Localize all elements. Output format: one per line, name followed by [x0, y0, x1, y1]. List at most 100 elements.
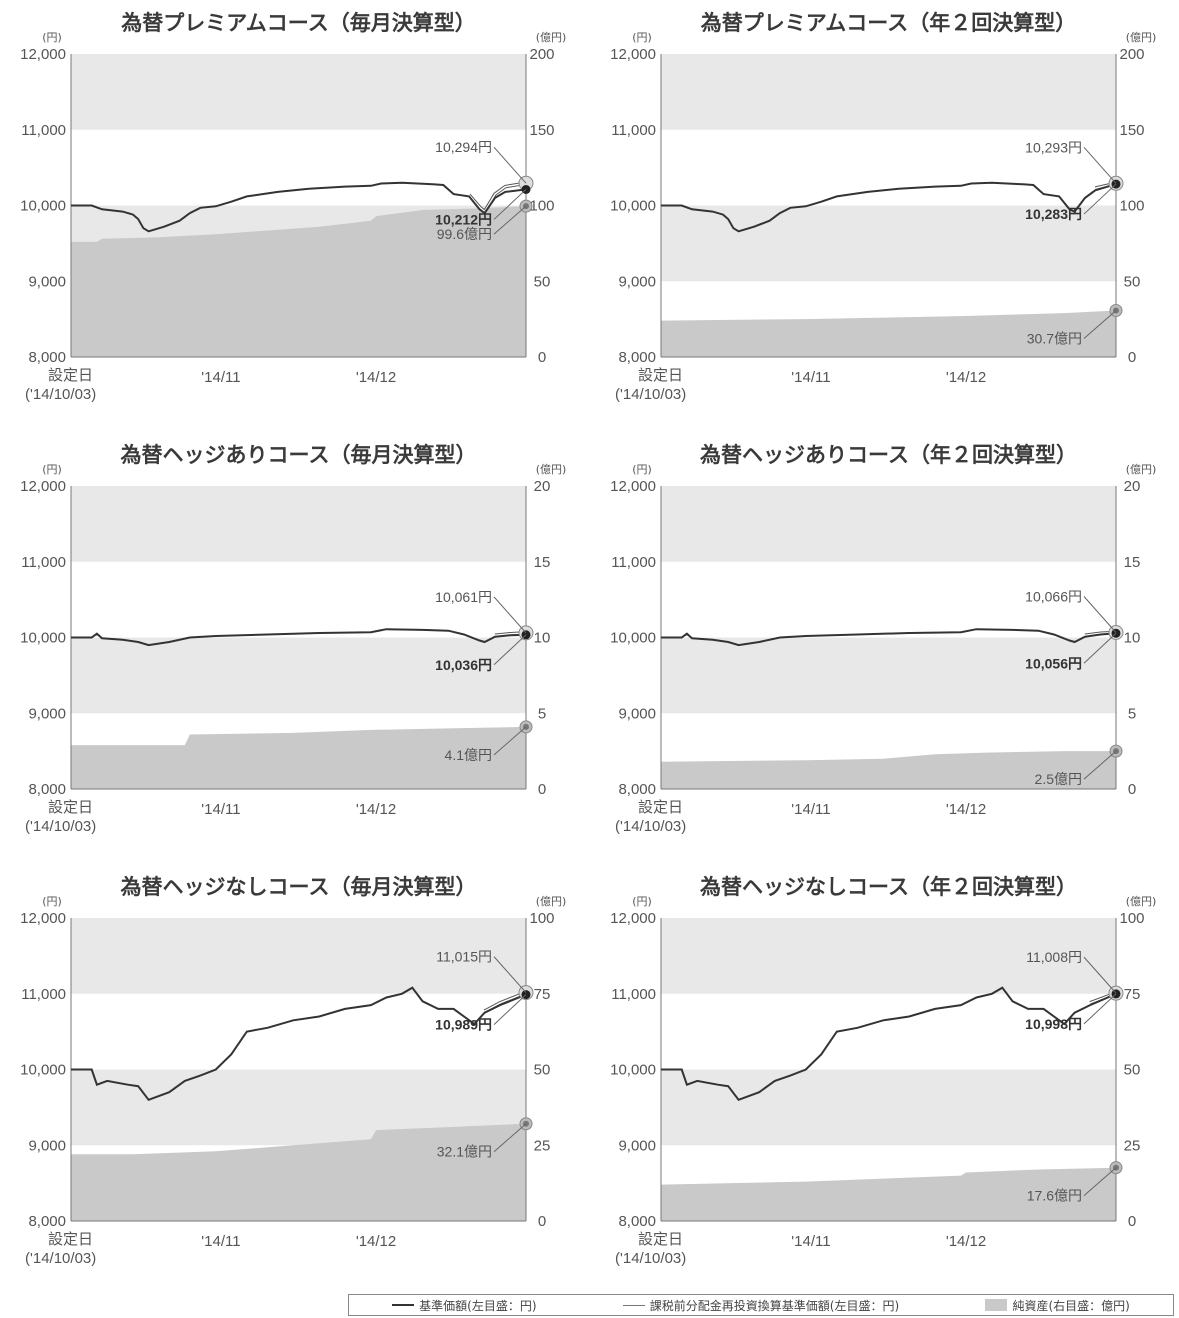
right-tick-label: 0	[1128, 1213, 1136, 1230]
nav-line	[71, 181, 527, 233]
x-tick-label: '14/11	[201, 369, 240, 386]
left-tick-label: 8,000	[618, 1213, 656, 1230]
left-unit-label: (円)	[632, 463, 652, 476]
nav-value-label: 10,989円	[435, 1017, 492, 1033]
chart-panel: 10,294円 10,212円 99.6億円 為替プレミアムコース（毎月決算型） (円)…	[0, 0, 590, 432]
chart-panel: 10,066円 10,056円 2.5億円 為替ヘッジありコース（年２回決算型） (円)…	[590, 432, 1179, 864]
nav-line	[661, 986, 1117, 1101]
right-tick-label: 15	[1124, 554, 1141, 571]
grid-band	[71, 54, 526, 130]
chart-svg: 11,015円 10,989円 32.1億円 為替ヘッジなしコース（毎月決算型） (円)…	[20, 875, 566, 1267]
right-unit-label: (億円)	[1126, 463, 1157, 476]
nav-value-label-leader	[1083, 993, 1117, 1025]
left-tick-label: 8,000	[28, 1213, 66, 1230]
right-tick-label: 75	[534, 986, 551, 1003]
reinvested-value-label: 11,008円	[1026, 949, 1082, 965]
right-unit-label: (億円)	[1126, 31, 1157, 44]
x-tick-label: '14/11	[791, 1233, 830, 1250]
assets-value-label: 4.1億円	[445, 747, 492, 763]
nav-value-label: 10,998円	[1025, 1016, 1082, 1032]
net-assets-area	[71, 206, 526, 357]
nav-line	[661, 181, 1117, 233]
right-tick-label: 25	[534, 1137, 551, 1154]
right-tick-label: 50	[1124, 273, 1141, 290]
assets-value-label-leader	[1083, 310, 1117, 339]
right-tick-label: 75	[1124, 986, 1141, 1003]
left-tick-label: 12,000	[20, 910, 66, 927]
x-tick-label: '14/12	[946, 369, 986, 386]
reinvested-value-label: 10,294円	[435, 139, 492, 155]
right-tick-label: 0	[1128, 349, 1136, 366]
right-tick-label: 0	[538, 349, 546, 366]
left-tick-label: 10,000	[20, 198, 66, 215]
reinvested-value-label: 10,061円	[435, 589, 492, 605]
grid-band	[661, 486, 1116, 562]
left-tick-label: 12,000	[610, 478, 656, 495]
chart-title: 為替ヘッジなしコース（年２回決算型）	[700, 875, 1077, 899]
assets-value-label: 30.7億円	[1027, 330, 1082, 346]
reinvested-line	[468, 182, 527, 213]
x-tick-label: '14/12	[356, 801, 396, 818]
reinvested-value-label-leader	[1083, 596, 1117, 633]
left-tick-label: 11,000	[21, 122, 66, 139]
assets-value-label: 2.5億円	[1035, 771, 1082, 787]
right-unit-label: (億円)	[536, 31, 567, 44]
assets-value-label: 99.6億円	[437, 226, 492, 242]
nav-value-label: 10,056円	[1025, 655, 1082, 671]
x-tick-label: '14/12	[946, 1233, 986, 1250]
x-tick-sublabel: ('14/10/03)	[25, 1250, 96, 1267]
left-tick-label: 8,000	[28, 781, 66, 798]
nav-value-label-leader	[493, 994, 527, 1025]
x-tick-sublabel: ('14/10/03)	[615, 1250, 686, 1267]
right-tick-label: 100	[1119, 910, 1144, 927]
left-tick-label: 10,000	[20, 1062, 66, 1079]
chart-panel: 10,293円 10,283円 30.7億円 為替プレミアムコース（年２回決算型） (円…	[590, 0, 1179, 432]
right-tick-label: 50	[1124, 1062, 1141, 1079]
left-tick-label: 11,000	[21, 986, 66, 1003]
right-tick-label: 100	[529, 198, 554, 215]
x-tick-label: 設定日	[638, 1231, 683, 1248]
legend-item-nav: 基準価額(左目盛：円)	[392, 1297, 537, 1314]
chart-title: 為替ヘッジありコース（毎月決算型）	[121, 443, 477, 467]
net-assets-area	[71, 726, 526, 789]
chart-title: 為替ヘッジなしコース（毎月決算型）	[121, 875, 477, 899]
x-tick-label: 設定日	[638, 367, 683, 384]
grid-band	[71, 918, 526, 994]
right-tick-label: 150	[529, 122, 554, 139]
left-tick-label: 11,000	[611, 122, 656, 139]
left-tick-label: 8,000	[618, 349, 656, 366]
chart-svg: 10,061円 10,036円 4.1億円 為替ヘッジありコース（毎月決算型） (円) (…	[20, 443, 566, 835]
nav-value-label-leader	[493, 189, 527, 220]
legend-swatch-reinvested	[622, 1304, 645, 1306]
x-tick-label: '14/11	[791, 801, 830, 818]
left-unit-label: (円)	[632, 895, 652, 908]
assets-value-label-leader	[1083, 750, 1117, 780]
chart-title: 為替プレミアムコース（年２回決算型）	[701, 11, 1076, 35]
legend-label-nav: 基準価額(左目盛：円)	[419, 1298, 537, 1313]
assets-value-label-leader	[493, 1123, 527, 1153]
left-tick-label: 10,000	[610, 198, 656, 215]
assets-value-label-leader	[1083, 1167, 1117, 1197]
legend-label-assets: 純資産(右目盛：億円)	[1012, 1298, 1130, 1313]
right-tick-label: 5	[1128, 705, 1136, 722]
legend-item-assets: 純資産(右目盛：億円)	[985, 1297, 1130, 1314]
left-tick-label: 11,000	[611, 986, 656, 1003]
left-tick-label: 8,000	[28, 349, 66, 366]
x-tick-sublabel: ('14/10/03)	[25, 386, 96, 403]
x-tick-label: 設定日	[48, 1231, 93, 1248]
right-tick-label: 5	[538, 705, 546, 722]
assets-value-label: 17.6億円	[1027, 1188, 1082, 1204]
right-tick-label: 200	[529, 46, 554, 63]
net-assets-area	[661, 751, 1116, 789]
legend: 基準価額(左目盛：円) 課税前分配金再投資換算基準価額(左目盛：円) 純資産(右…	[348, 1294, 1174, 1316]
left-tick-label: 11,000	[21, 554, 66, 571]
reinvested-value-label: 11,015円	[436, 949, 492, 965]
reinvested-value-label: 10,066円	[1025, 589, 1082, 605]
nav-value-label: 10,212円	[435, 211, 492, 227]
left-tick-label: 11,000	[611, 554, 656, 571]
legend-swatch-assets	[985, 1299, 1008, 1311]
nav-value-label-leader	[1083, 632, 1117, 664]
right-tick-label: 100	[529, 910, 554, 927]
net-assets-area	[661, 310, 1116, 357]
